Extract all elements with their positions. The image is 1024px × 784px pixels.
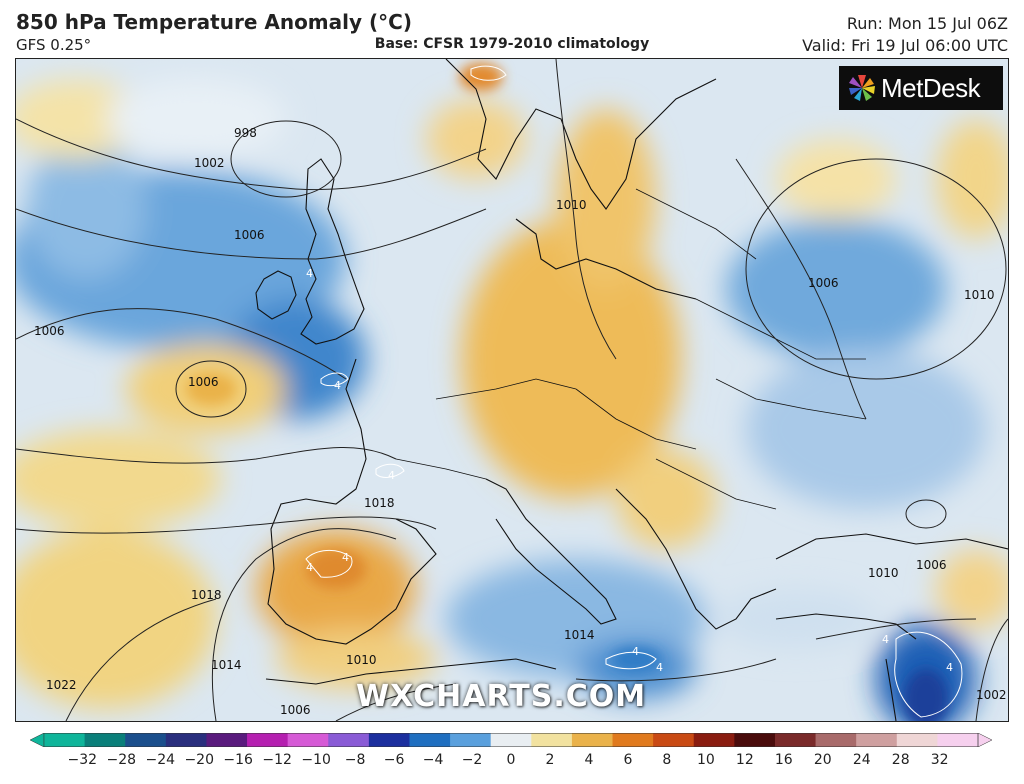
scale-swatch xyxy=(490,733,532,747)
scale-tick-label: −16 xyxy=(223,752,253,768)
scale-swatch xyxy=(450,733,492,747)
scale-tick-label: −28 xyxy=(106,752,137,768)
scale-swatch xyxy=(896,733,938,747)
scale-swatch xyxy=(287,733,329,747)
scale-arrow-left xyxy=(30,733,45,747)
scale-swatch xyxy=(612,733,654,747)
isobar-label: 1006 xyxy=(916,558,947,572)
scale-tick-label: 32 xyxy=(930,752,949,768)
scale-tick-label: −6 xyxy=(383,752,405,768)
isobar-label: 1010 xyxy=(556,198,587,212)
scale-tick-label: −4 xyxy=(422,752,444,768)
scale-tick-label: 10 xyxy=(696,752,715,768)
anomaly-label: 4 xyxy=(656,661,663,674)
scale-swatch xyxy=(531,733,573,747)
scale-swatch xyxy=(571,733,614,747)
scale-tick-label: −24 xyxy=(145,752,176,768)
valid-time-label: Valid: Fri 19 Jul 06:00 UTC xyxy=(802,36,1008,55)
anomaly-field-detail xyxy=(186,63,948,721)
scale-tick-label: −32 xyxy=(67,752,98,768)
map-canvas: 998 1002 1006 1006 1006 1010 1010 1006 1… xyxy=(16,59,1008,721)
watermark: WXCHARTS.COM xyxy=(356,679,647,714)
isobar-label: 1006 xyxy=(280,703,311,717)
scale-swatch xyxy=(84,733,126,747)
scale-swatch xyxy=(734,733,776,747)
scale-arrow-right xyxy=(977,733,992,747)
scale-swatch xyxy=(774,733,817,747)
scale-swatch xyxy=(165,733,207,747)
scale-swatch xyxy=(206,733,248,747)
anomaly-label: 4 xyxy=(342,551,349,564)
anomaly-contours xyxy=(305,65,963,718)
scale-swatch xyxy=(328,733,370,747)
color-scale-bar xyxy=(30,733,992,747)
isobar-label: 1022 xyxy=(46,678,77,692)
climatology-base-label: Base: CFSR 1979-2010 climatology xyxy=(374,36,650,52)
model-label: GFS 0.25° xyxy=(16,36,92,54)
run-time-label: Run: Mon 15 Jul 06Z xyxy=(846,14,1008,33)
isobar-label: 1006 xyxy=(188,375,219,389)
anomaly-label: 4 xyxy=(334,379,341,392)
scale-tick-label: −20 xyxy=(184,752,214,768)
scale-tick-label: 6 xyxy=(623,752,633,768)
scale-tick-label: 4 xyxy=(584,752,594,768)
scale-tick-label: 24 xyxy=(852,752,871,768)
isobar-label: 1014 xyxy=(211,658,242,672)
isobar-label: 1014 xyxy=(564,628,595,642)
isobars xyxy=(16,59,1008,721)
scale-swatch xyxy=(125,733,167,747)
scale-swatch xyxy=(856,733,898,747)
isobar-label: 1002 xyxy=(976,688,1007,702)
scale-tick-label: 20 xyxy=(813,752,832,768)
scale-swatch xyxy=(409,733,451,747)
isobar-label: 1002 xyxy=(194,156,225,170)
anomaly-field xyxy=(16,79,1008,721)
scale-outline xyxy=(43,733,979,747)
isobar-label: 1006 xyxy=(34,324,65,338)
scale-swatch xyxy=(247,733,289,747)
coastlines xyxy=(255,59,1008,721)
anomaly-label: 4 xyxy=(946,661,953,674)
isobar-label: 1018 xyxy=(191,588,222,602)
anomaly-label: 4 xyxy=(882,633,889,646)
isobar-label: 1006 xyxy=(808,276,839,290)
scale-tick-label: 0 xyxy=(506,752,516,768)
scale-swatch xyxy=(693,733,735,747)
isobar-label: 1018 xyxy=(364,496,395,510)
brand-name: MetDesk xyxy=(881,72,981,103)
scale-tick-label: 2 xyxy=(545,752,555,768)
metdesk-pinwheel-icon xyxy=(849,75,875,101)
isobar-labels: 998 1002 1006 1006 1006 1010 1010 1006 1… xyxy=(34,126,1007,717)
anomaly-label: 4 xyxy=(306,561,313,574)
anomaly-label: 4 xyxy=(388,469,395,482)
scale-swatch xyxy=(815,733,857,747)
isobar-label: 1010 xyxy=(868,566,899,580)
metdesk-logo[interactable]: MetDesk xyxy=(839,66,1003,110)
scale-swatch xyxy=(653,733,695,747)
isobar-label: 998 xyxy=(234,126,257,140)
anomaly-label: 4 xyxy=(306,267,313,280)
isobar-label: 1010 xyxy=(346,653,377,667)
scale-swatch xyxy=(937,733,979,747)
scale-tick-label: −2 xyxy=(461,752,483,768)
anomaly-contour-labels: 4 4 4 4 4 4 4 4 4 xyxy=(306,267,953,674)
chart-title: 850 hPa Temperature Anomaly (°C) xyxy=(16,10,412,34)
scale-swatch xyxy=(368,733,410,747)
isobar-label: 1010 xyxy=(964,288,995,302)
scale-tick-label: −12 xyxy=(262,752,292,768)
scale-tick-label: 12 xyxy=(735,752,754,768)
scale-tick-label: −8 xyxy=(344,752,366,768)
scale-tick-label: 28 xyxy=(891,752,910,768)
scale-tick-label: 8 xyxy=(662,752,672,768)
scale-swatch xyxy=(44,733,86,747)
anomaly-label: 4 xyxy=(632,645,639,658)
scale-tick-label: −10 xyxy=(301,752,331,768)
color-scale-labels: −32 −28 −24 −20 −16 −12 −10 −8 −6 −4 −2 0 2 4 6 8 10 12 16… xyxy=(0,752,1024,774)
anomaly-map[interactable]: 998 1002 1006 1006 1006 1010 1010 1006 1… xyxy=(15,58,1009,722)
isobar-label: 1006 xyxy=(234,228,265,242)
scale-tick-label: 16 xyxy=(774,752,793,768)
